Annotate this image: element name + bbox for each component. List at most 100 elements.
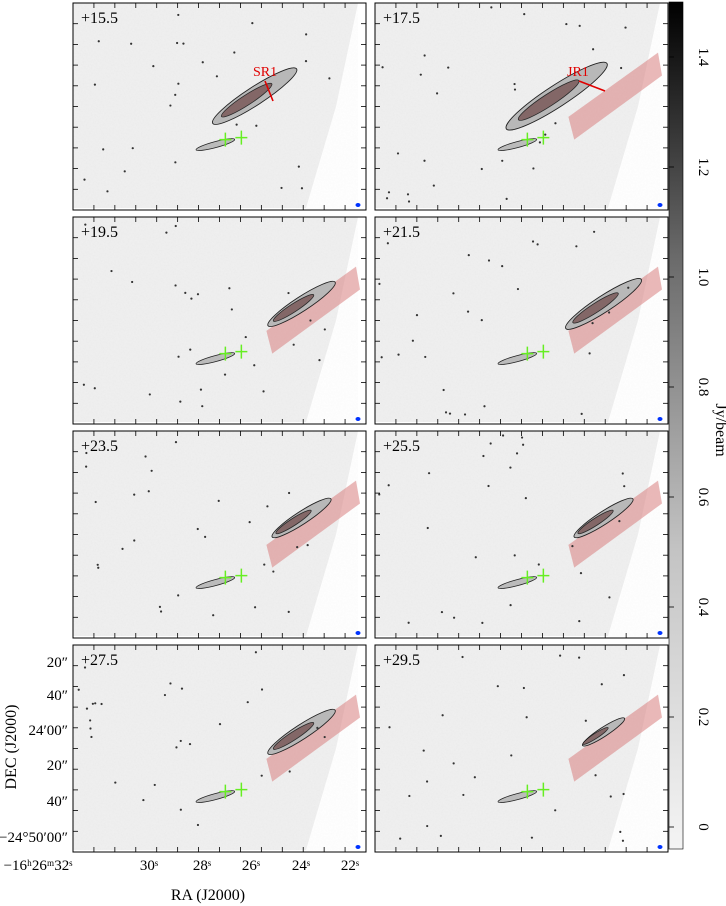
noise-speck [609,795,612,798]
noise-speck [272,570,275,573]
noise-speck [180,687,184,690]
noise-speck [230,308,233,311]
noise-speck [422,749,425,752]
annotation-label: SR1 [253,65,277,80]
noise-speck [419,73,422,76]
noise-speck [559,654,562,657]
noise-speck [100,702,103,706]
emission-contour-inner [582,727,609,745]
noise-speck [254,651,257,654]
noise-speck [309,319,312,322]
noise-speck [296,546,299,549]
noise-speck [262,390,265,393]
map-noise [375,217,660,422]
noise-speck [235,123,238,126]
noise-speck [233,51,236,54]
noise-speck [565,22,568,26]
x-tick-labels: −16ʰ26ᵐ32ˢ 30ˢ 28ˢ 26ˢ 24ˢ 22ˢ [4,858,359,874]
map-noise [375,431,660,636]
noise-speck [169,104,172,107]
noise-speck [490,6,493,9]
noise-speck [415,314,419,317]
noise-speck [179,739,182,743]
noise-speck [600,683,603,686]
noise-speck [163,693,167,697]
y-tick-labels: 20″ 40″ 24′00″ 20″ 40″ −24°50′00″ [0,655,68,846]
noise-speck [594,774,597,777]
noise-speck [121,547,124,550]
noise-speck [196,823,200,827]
noise-speck [179,808,182,811]
noise-speck [481,621,484,624]
noise-speck [158,605,162,608]
noise-speck [622,674,626,677]
noise-speck [228,287,231,290]
y-tick-label: 24′00″ [28,723,68,739]
noise-speck [452,762,455,765]
beam-ellipse [657,631,663,635]
noise-speck [441,714,444,717]
channel-panel: SR1 +15.5 [72,2,367,211]
noise-speck [84,223,87,226]
noise-speck [579,572,583,575]
colorbar-tick-label: 0.6 [695,488,711,507]
noise-speck [462,793,465,797]
noise-speck [110,269,113,273]
noise-speck [482,454,485,458]
noise-speck [554,809,557,812]
noise-speck [297,165,300,168]
noise-speck [452,616,456,619]
noise-speck [480,167,483,171]
noise-speck [133,493,136,496]
noise-speck [174,284,177,287]
velocity-label: +19.5 [81,224,118,241]
noise-speck [448,412,452,415]
noise-speck [532,167,535,170]
noise-speck [93,387,96,390]
noise-speck [501,159,504,162]
noise-speck [487,259,491,262]
noise-speck [387,191,391,194]
annotation-arrow [578,80,606,92]
colorbar-label: Jy/beam [712,403,726,457]
noise-speck [378,493,381,496]
noise-speck [489,442,492,445]
jet-band [266,694,360,782]
noise-speck [174,161,177,164]
beam-ellipse [355,417,361,421]
noise-speck [432,184,435,187]
noise-speck [175,746,178,749]
velocity-label: +23.5 [81,438,118,455]
beam-ellipse [657,203,663,207]
noise-speck [218,723,222,726]
map-noise [73,3,358,208]
noise-speck [288,770,291,773]
noise-speck [169,682,172,685]
noise-speck [447,66,450,69]
noise-speck [201,61,204,64]
emission-contour-inner [220,82,273,118]
noise-speck [522,686,525,690]
noise-speck [621,839,625,842]
noise-speck [147,490,150,493]
noise-speck [123,170,126,173]
noise-speck [427,472,431,475]
jet-band [568,266,662,354]
colorbar-tick-label: 0.8 [695,378,711,397]
noise-speck [411,339,414,342]
noise-speck [244,335,247,339]
noise-speck [440,610,444,614]
noise-speck [287,491,291,495]
noise-speck [592,48,595,51]
noise-speck [627,286,630,289]
noise-speck [575,245,578,248]
velocity-label: +25.5 [383,438,420,455]
noise-speck [131,280,134,284]
noise-speck [397,353,400,356]
x-tick-label: 24ˢ [292,858,310,874]
noise-speck [425,780,429,783]
noise-speck [408,794,411,798]
noise-speck [263,563,266,566]
y-tick-label: 20″ [47,758,68,774]
noise-speck [318,359,321,362]
